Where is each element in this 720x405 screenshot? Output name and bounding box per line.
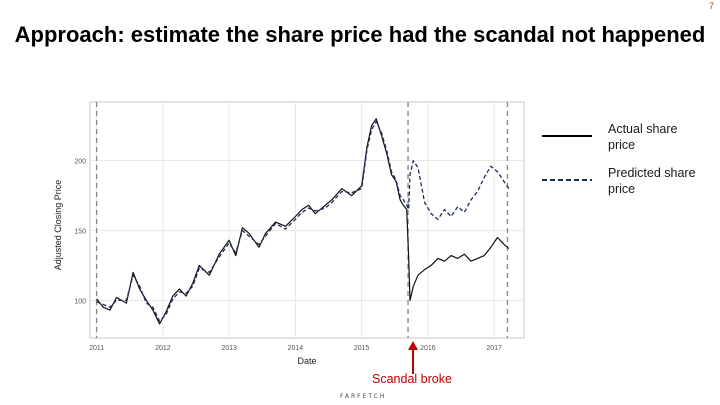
scandal-label: Scandal broke — [372, 372, 452, 386]
scandal-arrow — [408, 341, 418, 374]
y-tick-label: 150 — [74, 228, 86, 235]
x-axis-title: Date — [297, 356, 316, 366]
x-tick-label: 2016 — [420, 345, 436, 352]
x-tick-label: 2017 — [486, 345, 502, 352]
x-tick-label: 2013 — [221, 345, 237, 352]
x-tick-label: 2015 — [354, 345, 370, 352]
company-logo: FARFETCH — [340, 393, 387, 400]
legend-predicted-label: Predicted share price — [608, 166, 696, 196]
legend-actual-label: Actual share price — [608, 122, 678, 152]
y-tick-label: 100 — [74, 298, 86, 305]
chart-area: 100 150 200 2011 2012 2013 2014 2015 2016 2017 Dat… — [52, 98, 532, 370]
predicted-price-line — [96, 120, 510, 322]
legend-swatches — [542, 135, 592, 181]
slide-title: Approach: estimate the share price had t… — [14, 22, 706, 47]
price-chart: 100 150 200 2011 2012 2013 2014 2015 2016 2017 Dat… — [53, 101, 525, 366]
plot-panel — [89, 101, 525, 339]
x-tick-label: 2012 — [155, 345, 171, 352]
x-tick-label: 2014 — [288, 345, 304, 352]
x-tick-label: 2011 — [89, 345, 104, 352]
slide-number: 7 — [708, 1, 714, 11]
y-axis-title: Adjusted Closing Price — [53, 180, 63, 271]
y-tick-label: 200 — [74, 159, 86, 166]
actual-price-line — [96, 118, 510, 325]
